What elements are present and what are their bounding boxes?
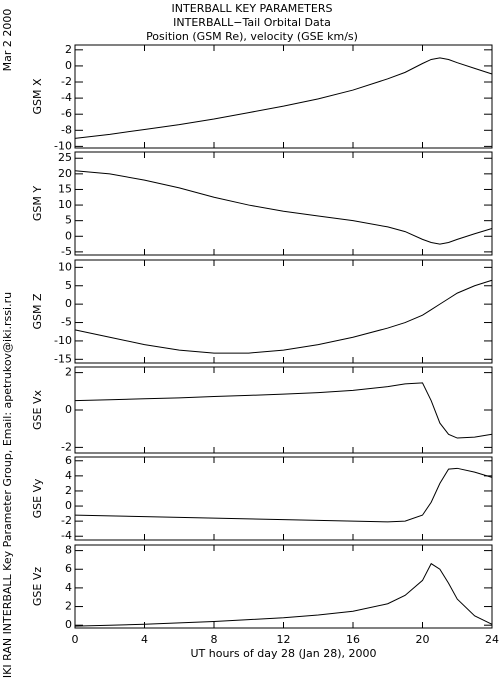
y-tick-label: 0 [65,59,72,72]
y-tick-label: 0 [65,618,72,631]
y-tick-label: 2 [65,366,72,379]
y-axis-label: GSM X [31,78,44,114]
subtitle: INTERBALL−Tail Orbital Data [173,16,331,29]
y-tick-label: 2 [65,43,72,56]
y-tick-label: 6 [65,562,72,575]
x-tick-label: 4 [141,633,148,646]
data-line [74,170,493,245]
y-tick-label: 0 [65,297,72,310]
data-line [74,467,493,523]
y-tick-label: -5 [61,316,72,329]
subtitle: Position (GSM Re), velocity (GSE km/s) [146,30,358,43]
y-tick-label: 4 [65,581,72,594]
x-tick-label: 20 [416,633,430,646]
y-tick-label: -6 [61,107,72,120]
x-tick-label: 24 [485,633,499,646]
y-tick-label: 10 [58,198,72,211]
y-axis-label: GSE Vy [31,478,44,518]
panel-frame [74,456,493,541]
y-tick-label: 10 [58,260,72,273]
x-tick-label: 16 [346,633,360,646]
y-tick-label: -2 [61,514,72,527]
y-tick-label: -8 [61,123,72,136]
y-tick-label: -4 [61,91,72,104]
title: INTERBALL KEY PARAMETERS [172,2,333,15]
x-tick-label: 0 [72,633,79,646]
panel-frame [74,544,493,629]
y-tick-label: -2 [61,75,72,88]
y-tick-label: -10 [54,139,72,152]
y-tick-label: 5 [65,279,72,292]
y-tick-label: 2 [65,600,72,613]
y-tick-label: -15 [54,352,72,365]
y-tick-label: 15 [58,182,72,195]
x-tick-label: 12 [277,633,291,646]
x-axis-label: UT hours of day 28 (Jan 28), 2000 [190,647,376,660]
y-tick-label: -2 [61,440,72,453]
x-tick-label: 8 [211,633,218,646]
y-tick-label: 4 [65,469,72,482]
y-tick-label: 25 [58,151,72,164]
credit-label: IKI RAN INTERBALL Key Parameter Group, E… [1,292,14,678]
y-axis-label: GSM Z [31,293,44,329]
data-line [74,382,493,439]
y-tick-label: 2 [65,484,72,497]
y-tick-label: 0 [65,229,72,242]
date-label: Mar 2 2000 [1,9,14,72]
data-line [74,562,493,627]
y-axis-label: GSE Vx [31,390,44,430]
y-tick-label: 5 [65,214,72,227]
y-tick-label: -5 [61,245,72,258]
y-tick-label: -10 [54,334,72,347]
y-tick-label: 8 [65,544,72,557]
y-tick-label: 6 [65,454,72,467]
y-tick-label: 20 [58,167,72,180]
y-axis-label: GSM Y [31,186,44,221]
panel-frame [74,259,493,364]
y-tick-label: -4 [61,529,72,542]
panel-frame [74,151,493,256]
y-axis-label: GSE Vz [31,567,44,606]
panel-frame [74,366,493,454]
y-tick-label: 0 [65,403,72,416]
data-line [74,279,493,354]
data-line [74,57,493,139]
y-tick-label: 0 [65,499,72,512]
